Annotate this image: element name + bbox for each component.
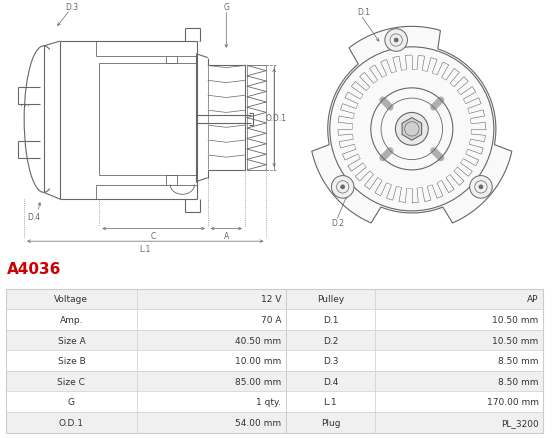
Circle shape [395, 113, 428, 146]
FancyBboxPatch shape [137, 289, 286, 310]
FancyBboxPatch shape [375, 412, 543, 433]
Text: 10.00 mm: 10.00 mm [235, 356, 281, 365]
Text: 10.50 mm: 10.50 mm [492, 315, 539, 324]
Text: A4036: A4036 [7, 261, 61, 277]
Text: D.1: D.1 [358, 8, 371, 17]
Text: G: G [223, 4, 229, 12]
FancyBboxPatch shape [375, 350, 543, 371]
Text: 40.50 mm: 40.50 mm [235, 336, 281, 345]
Circle shape [332, 176, 354, 199]
Text: D.4: D.4 [323, 377, 338, 386]
FancyBboxPatch shape [286, 412, 375, 433]
Text: Pulley: Pulley [317, 295, 344, 304]
Text: D.3: D.3 [323, 356, 338, 365]
Text: 8.50 mm: 8.50 mm [498, 377, 539, 386]
FancyBboxPatch shape [286, 371, 375, 392]
Circle shape [470, 176, 492, 199]
Text: C: C [151, 231, 156, 240]
Text: O.D.1: O.D.1 [59, 418, 84, 427]
Text: A: A [223, 231, 229, 240]
Text: 1 qty.: 1 qty. [256, 397, 281, 406]
Text: 12 V: 12 V [261, 295, 281, 304]
FancyBboxPatch shape [137, 371, 286, 392]
Text: 170.00 mm: 170.00 mm [487, 397, 539, 406]
Text: AP: AP [527, 295, 539, 304]
FancyBboxPatch shape [137, 392, 286, 412]
FancyBboxPatch shape [375, 330, 543, 350]
Text: 8.50 mm: 8.50 mm [498, 356, 539, 365]
Text: O.D.1: O.D.1 [265, 114, 286, 123]
Text: D.1: D.1 [323, 315, 338, 324]
Polygon shape [312, 27, 512, 223]
Text: D.2: D.2 [332, 219, 344, 228]
Text: 70 A: 70 A [260, 315, 281, 324]
Text: L.1: L.1 [324, 397, 337, 406]
FancyBboxPatch shape [137, 330, 286, 350]
Circle shape [385, 30, 408, 52]
FancyBboxPatch shape [375, 289, 543, 310]
Text: 10.50 mm: 10.50 mm [492, 336, 539, 345]
FancyBboxPatch shape [6, 412, 137, 433]
Text: 85.00 mm: 85.00 mm [235, 377, 281, 386]
FancyBboxPatch shape [6, 310, 137, 330]
Text: Voltage: Voltage [54, 295, 88, 304]
Circle shape [394, 39, 398, 43]
FancyBboxPatch shape [137, 412, 286, 433]
FancyBboxPatch shape [375, 371, 543, 392]
Text: Plug: Plug [321, 418, 340, 427]
FancyBboxPatch shape [286, 330, 375, 350]
FancyBboxPatch shape [6, 350, 137, 371]
FancyBboxPatch shape [286, 392, 375, 412]
FancyBboxPatch shape [286, 350, 375, 371]
FancyBboxPatch shape [6, 289, 137, 310]
FancyBboxPatch shape [286, 289, 375, 310]
FancyBboxPatch shape [137, 310, 286, 330]
Circle shape [479, 185, 483, 190]
Text: Size C: Size C [58, 377, 85, 386]
Polygon shape [402, 118, 422, 141]
FancyBboxPatch shape [6, 330, 137, 350]
Text: G: G [68, 397, 75, 406]
Text: Amp.: Amp. [60, 315, 83, 324]
FancyBboxPatch shape [137, 350, 286, 371]
Text: D.2: D.2 [323, 336, 338, 345]
FancyBboxPatch shape [375, 392, 543, 412]
FancyBboxPatch shape [6, 392, 137, 412]
Text: D.3: D.3 [65, 4, 78, 12]
Text: Size A: Size A [58, 336, 85, 345]
FancyBboxPatch shape [375, 310, 543, 330]
Text: PL_3200: PL_3200 [501, 418, 539, 427]
FancyBboxPatch shape [286, 310, 375, 330]
Text: D.4: D.4 [27, 213, 40, 222]
Text: L.1: L.1 [139, 244, 151, 253]
FancyBboxPatch shape [6, 371, 137, 392]
Text: 54.00 mm: 54.00 mm [235, 418, 281, 427]
Text: Size B: Size B [58, 356, 85, 365]
Circle shape [340, 185, 345, 190]
